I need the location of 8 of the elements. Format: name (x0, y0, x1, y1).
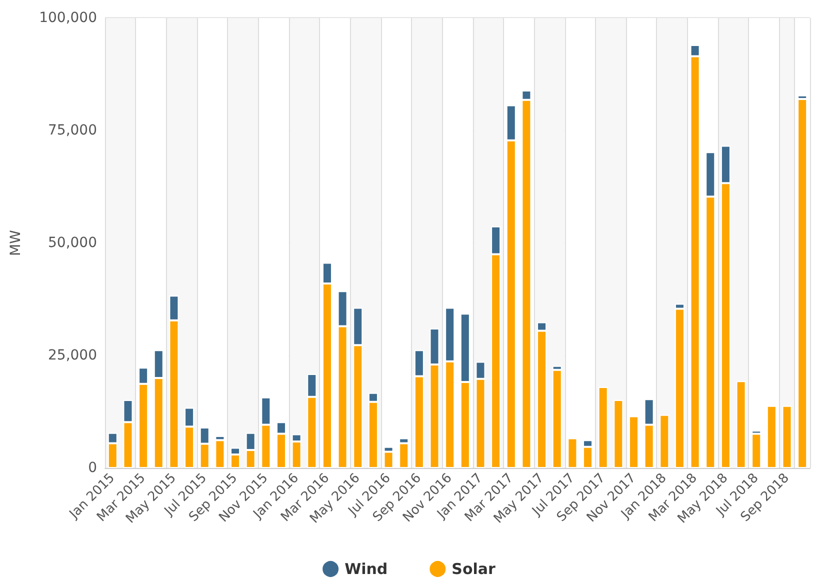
y-tick-label: 0 (88, 460, 97, 476)
y-tick-label: 100,000 (39, 10, 97, 26)
y-axis-title: MW (8, 230, 24, 256)
y-tick-label: 50,000 (48, 235, 97, 251)
legend-label: Wind (344, 560, 388, 578)
y-tick-label: 25,000 (48, 348, 97, 364)
legend-label: Solar (452, 560, 496, 578)
y-tick-label: 75,000 (48, 122, 97, 138)
